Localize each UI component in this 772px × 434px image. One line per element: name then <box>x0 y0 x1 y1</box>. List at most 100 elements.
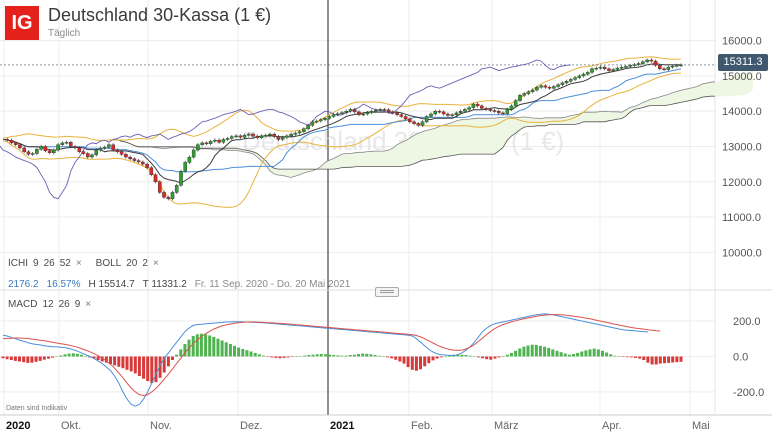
candle-body <box>590 68 594 73</box>
macd-histogram-bar <box>220 340 224 357</box>
macd-histogram-bar <box>340 355 344 357</box>
macd-histogram-bar <box>38 356 42 361</box>
candle-body <box>522 93 526 96</box>
macd-histogram-bar <box>522 346 526 357</box>
senkou-span-b <box>113 95 715 170</box>
macd-name[interactable]: MACD <box>8 299 38 310</box>
candle-body <box>132 158 137 161</box>
candle-body <box>543 85 548 88</box>
macd-histogram-bar <box>621 356 625 357</box>
last-price-tag: 15311.3 <box>718 54 768 71</box>
y-tick-label: 11000.0 <box>722 212 761 224</box>
macd-histogram-bar <box>352 354 356 357</box>
boll-param-2: 2 <box>142 258 148 269</box>
boll-name[interactable]: BOLL <box>95 258 122 269</box>
macd-histogram-bar <box>324 354 327 357</box>
ichi-name[interactable]: ICHI <box>8 258 28 269</box>
candle-body <box>229 136 234 139</box>
macd-histogram-bar <box>142 356 146 379</box>
macd-histogram-bar <box>576 352 580 357</box>
macd-histogram-bar <box>381 356 385 357</box>
candle-body <box>577 75 582 78</box>
candle-body <box>35 149 39 154</box>
candle-body <box>424 116 429 123</box>
candle-body <box>153 174 158 182</box>
macd-histogram-bar <box>567 354 571 357</box>
candle-body <box>399 114 404 117</box>
macd-histogram-bar <box>146 356 150 381</box>
macd-histogram-bar <box>166 356 170 367</box>
pane-resize-handle[interactable] <box>375 287 399 297</box>
candle-body <box>128 156 132 160</box>
macd-histogram-bar <box>75 353 79 357</box>
macd-histogram-bar <box>427 356 431 364</box>
macd-histogram-bar <box>642 356 646 360</box>
candle-body <box>221 139 226 143</box>
ichi-close-icon[interactable]: × <box>75 258 82 269</box>
candle-body <box>348 109 353 112</box>
macd-histogram-bar <box>625 356 629 358</box>
macd-histogram-bar <box>328 354 332 357</box>
macd-histogram-bar <box>295 356 298 357</box>
macd-histogram-bar <box>162 356 166 373</box>
candle-body <box>403 116 408 120</box>
candle-body <box>124 153 128 158</box>
candle-body <box>488 109 493 111</box>
candle-body <box>573 77 577 80</box>
macd-histogram-bar <box>505 354 509 357</box>
candle-body <box>208 140 213 144</box>
candle-body <box>98 147 103 151</box>
candle-body <box>526 91 531 94</box>
candle-body <box>13 142 18 145</box>
senkou-span-a <box>113 81 715 178</box>
candle-body <box>73 146 77 149</box>
macd-histogram-bar <box>671 356 675 363</box>
macd-histogram-bar <box>386 356 389 358</box>
macd-histogram-bar <box>109 356 112 364</box>
candle-body <box>204 142 209 145</box>
macd-histogram-bar <box>419 356 422 370</box>
candle-body <box>179 170 183 186</box>
boll-close-icon[interactable]: × <box>152 258 159 269</box>
macd-histogram-bar <box>1 356 5 359</box>
axis-labels-layer: 16000.0 15000.0 14000.0 13000.0 12000.0 11000… <box>6 36 764 432</box>
candle-body <box>598 66 603 69</box>
candle-body <box>162 192 166 198</box>
macd-param-1: 12 <box>42 299 54 310</box>
macd-histogram-bar <box>654 356 658 365</box>
change-percent: 16.57% <box>46 279 81 290</box>
candle-body <box>412 121 416 124</box>
y-tick-label: 10000.0 <box>722 247 762 259</box>
candle-body <box>285 135 289 138</box>
ichi-param-3: 52 <box>59 258 71 269</box>
candle-body <box>611 69 615 71</box>
macd-histogram-bar <box>629 356 633 358</box>
candle-body <box>56 144 60 151</box>
candle-body <box>645 59 649 62</box>
macd-histogram-bar <box>18 356 21 362</box>
macd-histogram-bar <box>233 345 236 357</box>
macd-histogram-bar <box>100 356 104 362</box>
macd-histogram-bar <box>658 356 662 364</box>
macd-histogram-bar <box>80 354 83 357</box>
candle-body <box>183 162 188 172</box>
macd-histogram-bar <box>332 355 336 357</box>
macd-close-icon[interactable]: × <box>85 299 92 310</box>
macd-histogram-bar <box>191 336 195 357</box>
macd-histogram-bar <box>402 356 406 364</box>
candle-body <box>331 114 336 117</box>
x-tick-label: 2021 <box>330 420 354 432</box>
bollinger-upper <box>2 56 682 142</box>
candle-body <box>624 66 628 68</box>
macd-signal-line <box>2 314 661 397</box>
candle-body <box>509 105 514 110</box>
candle-body <box>615 67 620 70</box>
candle-body <box>149 167 154 175</box>
macd-histogram-bar <box>249 351 253 357</box>
candle-body <box>246 133 251 136</box>
macd-histogram-bar <box>63 354 67 357</box>
candle-body <box>47 150 52 153</box>
candle-body <box>9 139 14 144</box>
candle-body <box>662 68 666 71</box>
